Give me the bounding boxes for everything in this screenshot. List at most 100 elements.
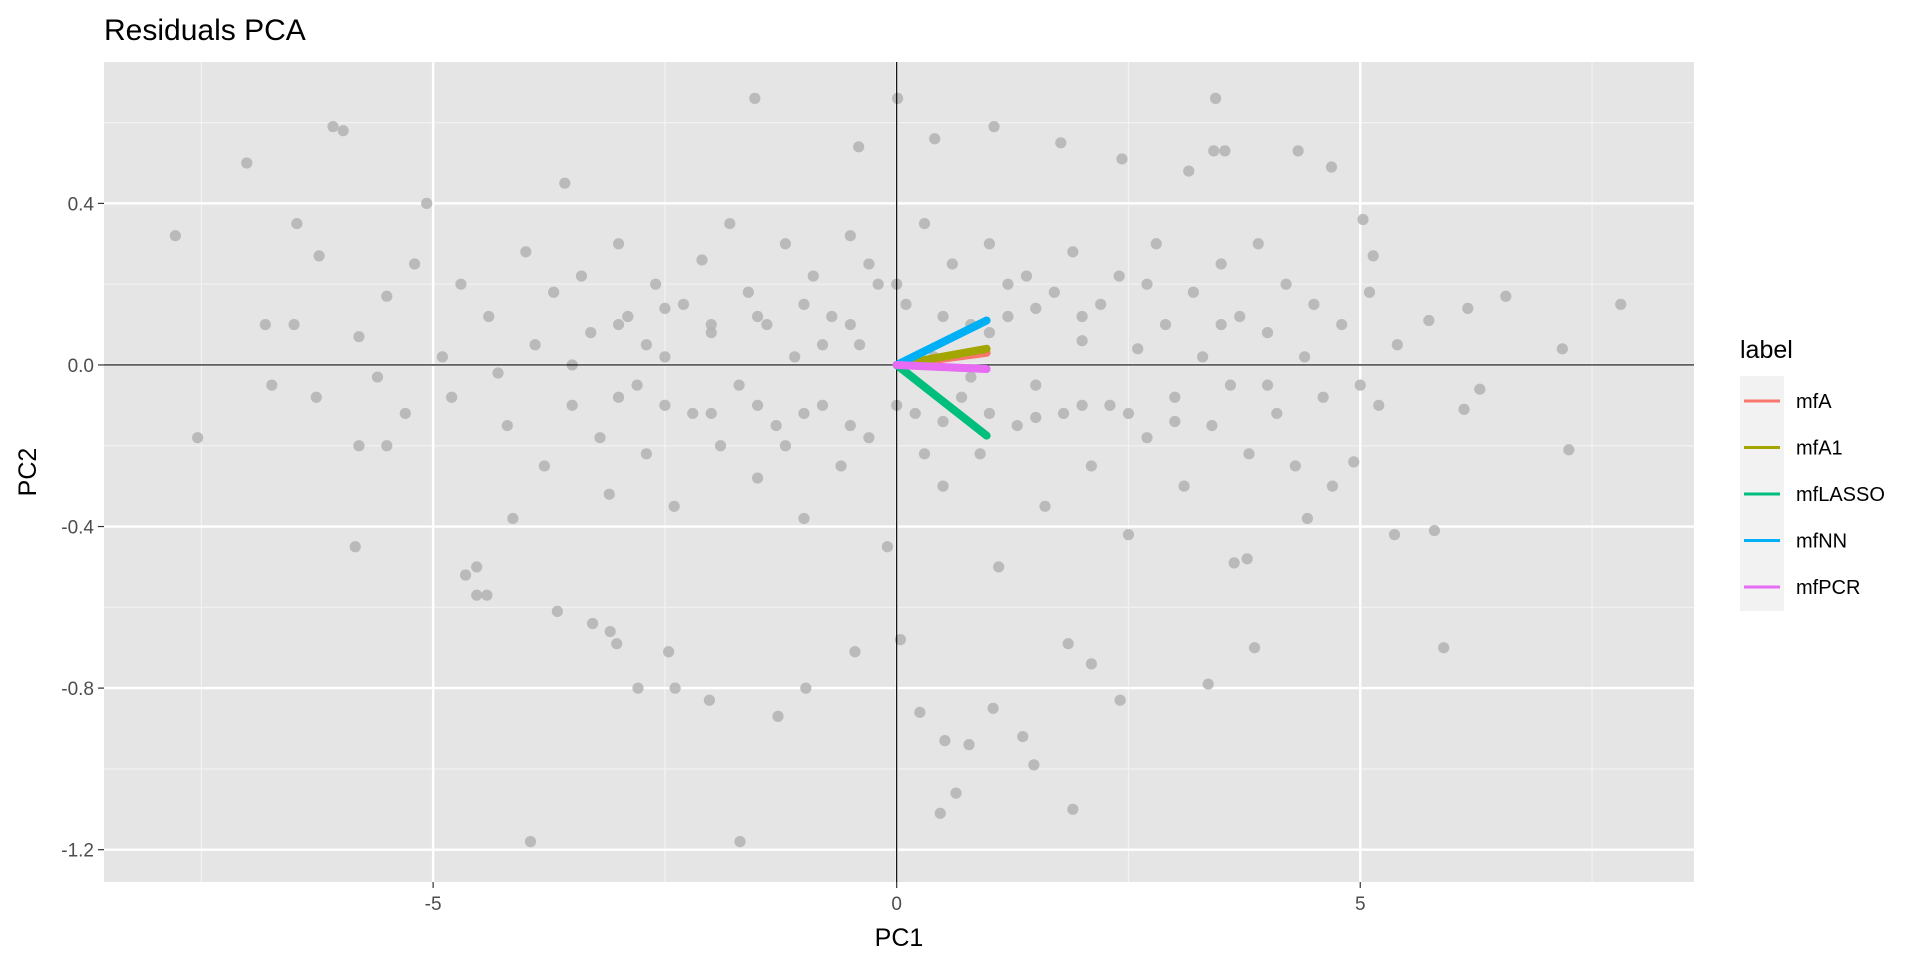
- data-point: [937, 480, 949, 492]
- data-point: [1325, 161, 1338, 173]
- data-point: [1428, 524, 1441, 537]
- data-point: [734, 836, 746, 848]
- data-point: [798, 407, 810, 420]
- x-axis-title: PC1: [875, 924, 924, 952]
- data-point: [1085, 658, 1097, 670]
- data-point: [1187, 286, 1199, 298]
- data-point: [1113, 270, 1125, 282]
- data-point: [770, 419, 782, 432]
- data-point: [1252, 238, 1264, 250]
- x-tick-label: -5: [425, 894, 442, 915]
- data-point: [1224, 379, 1237, 391]
- data-point: [974, 448, 986, 460]
- data-point: [798, 298, 810, 310]
- data-point: [1114, 694, 1126, 706]
- data-point: [313, 250, 325, 262]
- data-point: [779, 238, 792, 250]
- data-point: [844, 318, 856, 331]
- data-point: [1388, 529, 1401, 541]
- data-point: [1367, 250, 1379, 262]
- data-point: [1357, 213, 1369, 226]
- data-point: [471, 561, 483, 573]
- data-point: [1308, 298, 1320, 310]
- data-point: [1261, 379, 1274, 391]
- y-tick-label: -1.2: [61, 841, 94, 862]
- data-point: [1169, 391, 1181, 403]
- data-point: [1317, 391, 1329, 403]
- data-point: [929, 133, 941, 145]
- data-point: [807, 270, 819, 282]
- data-point: [1169, 415, 1181, 428]
- data-point: [1458, 403, 1470, 415]
- data-point: [650, 278, 662, 290]
- data-point: [900, 298, 912, 310]
- data-point: [798, 512, 810, 525]
- data-point: [459, 569, 472, 581]
- data-point: [1197, 351, 1209, 363]
- data-point: [594, 432, 606, 444]
- data-point: [853, 141, 865, 153]
- x-tick-label: 5: [1355, 894, 1366, 915]
- data-point: [983, 238, 995, 250]
- data-point: [1183, 165, 1195, 177]
- data-point: [934, 807, 946, 819]
- data-point: [1202, 678, 1214, 690]
- data-point: [950, 787, 962, 799]
- data-point: [1271, 407, 1283, 420]
- data-point: [752, 472, 764, 484]
- data-point: [705, 407, 717, 420]
- data-point: [259, 318, 271, 331]
- data-point: [703, 694, 716, 706]
- data-point: [492, 367, 504, 379]
- x-tick-label: 0: [891, 894, 902, 915]
- data-point: [955, 391, 968, 403]
- data-point: [1011, 419, 1023, 432]
- data-point: [987, 702, 999, 714]
- loading-vectors: [892, 316, 991, 440]
- data-point: [1076, 399, 1088, 411]
- data-point: [1301, 512, 1313, 525]
- data-point: [849, 646, 861, 658]
- data-point: [1474, 383, 1486, 395]
- data-point: [1241, 553, 1253, 565]
- legend-title: label: [1740, 336, 1793, 364]
- loading-vector-mfLASSO: [892, 360, 991, 440]
- data-point: [1556, 343, 1568, 355]
- data-point: [1030, 302, 1042, 315]
- legend-label-mfA1: mfA1: [1796, 438, 1843, 460]
- data-point: [892, 92, 904, 104]
- data-point: [1292, 145, 1304, 157]
- data-point: [548, 286, 560, 298]
- data-point: [310, 391, 322, 403]
- legend-label-mfLASSO: mfLASSO: [1796, 484, 1885, 506]
- data-point: [399, 407, 411, 420]
- data-point: [1132, 343, 1144, 355]
- data-point: [789, 351, 801, 363]
- data-point: [659, 302, 671, 315]
- data-point: [349, 541, 361, 553]
- data-point: [381, 290, 393, 302]
- data-point: [1215, 318, 1227, 331]
- data-point: [752, 399, 764, 411]
- data-point: [353, 440, 365, 452]
- loading-vector-mfNN: [892, 316, 991, 369]
- data-point: [1391, 339, 1403, 351]
- y-axis-title: PC2: [14, 448, 42, 497]
- data-point: [844, 230, 856, 242]
- data-point: [612, 318, 625, 331]
- data-point: [1354, 379, 1366, 391]
- data-point: [946, 258, 958, 270]
- data-point: [1423, 314, 1435, 327]
- data-point: [586, 617, 599, 630]
- legend: label mfA mfA1 mfLASSO mfNN mfPCR: [1740, 336, 1885, 611]
- data-point: [371, 371, 384, 383]
- data-point: [241, 157, 253, 169]
- data-point: [1028, 759, 1040, 771]
- data-point: [1462, 302, 1474, 315]
- data-point: [524, 836, 537, 848]
- data-point: [983, 327, 995, 339]
- data-point: [733, 379, 745, 391]
- data-point: [1141, 278, 1153, 290]
- data-point: [937, 310, 949, 323]
